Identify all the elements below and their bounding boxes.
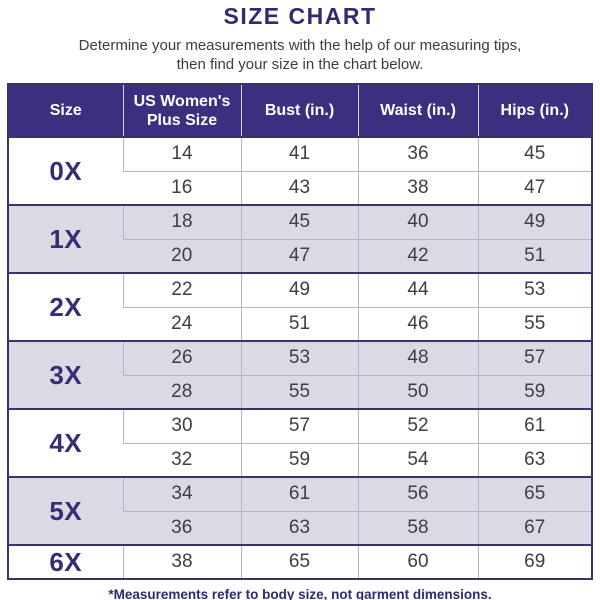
measurement-value: 34 <box>122 476 241 511</box>
measurement-value: 47 <box>240 238 358 273</box>
measurement-value: 52 <box>357 408 478 443</box>
measurement-value: 14 <box>122 136 241 171</box>
measurement-value: 16 <box>123 170 241 205</box>
measurement-value: 40 <box>357 204 478 239</box>
size-label: 4X <box>8 408 123 477</box>
size-label: 6X <box>8 544 123 579</box>
column-header: US Women's Plus Size <box>122 84 241 138</box>
measurement-value: 58 <box>357 510 478 545</box>
measurement-value: 57 <box>477 340 592 375</box>
measurement-value: 49 <box>477 204 592 239</box>
subtitle-line-2: then find your size in the chart below. <box>176 56 424 73</box>
measurement-value: 57 <box>240 408 358 443</box>
header-row: Size US Women's Plus Size Bust (in.) Waist … <box>8 84 592 138</box>
measurement-value: 38 <box>122 544 241 579</box>
measurement-value: 22 <box>122 272 241 307</box>
measurement-value: 54 <box>357 442 478 477</box>
measurement-value: 51 <box>477 238 592 273</box>
measurement-value: 24 <box>123 306 241 341</box>
size-table-body: 0X 14 41 36 45 16 43 38 47 1X 18 45 40 49 20 47 42 51 2X 22… <box>8 136 592 579</box>
measurement-value: 42 <box>357 238 478 273</box>
measurement-value: 30 <box>122 408 241 443</box>
page-title: SIZE CHART <box>223 3 377 29</box>
footnote: *Measurements refer to body size, not ga… <box>108 587 492 600</box>
subtitle-line-1: Determine your measurements with the hel… <box>78 37 522 54</box>
size-label: 2X <box>8 272 123 341</box>
size-table-header: Size US Women's Plus Size Bust (in.) Waist … <box>8 84 592 138</box>
measurement-value: 46 <box>357 306 478 341</box>
measurement-value: 48 <box>357 340 478 375</box>
measurement-value: 36 <box>123 510 241 545</box>
measurement-value: 32 <box>123 442 241 477</box>
measurement-value: 53 <box>477 272 592 307</box>
measurement-value: 38 <box>357 170 478 205</box>
table-row: 0X 14 41 36 45 <box>8 136 592 205</box>
measurement-value: 44 <box>357 272 478 307</box>
column-header: Size <box>8 84 123 138</box>
measurement-value: 47 <box>477 170 592 205</box>
measurement-value: 61 <box>477 408 592 443</box>
measurement-value: 60 <box>357 544 478 579</box>
table-row: 16 43 38 47 <box>8 170 592 205</box>
table-row: 20 47 42 51 <box>8 238 592 273</box>
measurement-value: 26 <box>122 340 241 375</box>
size-label: 0X <box>8 136 123 205</box>
measurement-value: 51 <box>240 306 358 341</box>
measurement-value: 56 <box>357 476 478 511</box>
measurement-value: 65 <box>477 476 592 511</box>
table-row: 5X 34 61 56 65 <box>8 476 592 545</box>
table-row: 3X 26 53 48 57 <box>8 340 592 409</box>
measurement-value: 59 <box>240 442 358 477</box>
measurement-value: 45 <box>240 204 358 239</box>
column-header: Bust (in.) <box>240 84 358 138</box>
column-header: Waist (in.) <box>357 84 478 138</box>
measurement-value: 41 <box>240 136 358 171</box>
size-label: 5X <box>8 476 123 545</box>
measurement-value: 50 <box>357 374 478 409</box>
measurement-value: 20 <box>123 238 241 273</box>
size-label: 1X <box>8 204 123 273</box>
measurement-value: 61 <box>240 476 358 511</box>
measurement-value: 36 <box>357 136 478 171</box>
measurement-value: 59 <box>477 374 592 409</box>
measurement-value: 67 <box>477 510 592 545</box>
table-row: 28 55 50 59 <box>8 374 592 409</box>
measurement-value: 28 <box>123 374 241 409</box>
measurement-value: 43 <box>240 170 358 205</box>
table-row: 4X 30 57 52 61 <box>8 408 592 477</box>
size-label: 3X <box>8 340 123 409</box>
measurement-value: 55 <box>240 374 358 409</box>
page-subtitle: Determine your measurements with the hel… <box>0 36 600 74</box>
measurement-value: 63 <box>240 510 358 545</box>
measurement-value: 45 <box>477 136 592 171</box>
table-row: 6X 38 65 60 69 <box>8 544 592 579</box>
table-row: 32 59 54 63 <box>8 442 592 477</box>
table-row: 2X 22 49 44 53 <box>8 272 592 341</box>
measurement-value: 55 <box>477 306 592 341</box>
measurement-value: 65 <box>240 544 358 579</box>
table-row: 36 63 58 67 <box>8 510 592 545</box>
measurement-value: 53 <box>240 340 358 375</box>
measurement-value: 18 <box>122 204 241 239</box>
table-row: 24 51 46 55 <box>8 306 592 341</box>
measurement-value: 69 <box>477 544 592 579</box>
measurement-value: 49 <box>240 272 358 307</box>
size-table: Size US Women's Plus Size Bust (in.) Waist … <box>7 83 593 580</box>
table-row: 1X 18 45 40 49 <box>8 204 592 273</box>
measurement-value: 63 <box>477 442 592 477</box>
column-header: Hips (in.) <box>477 84 592 138</box>
